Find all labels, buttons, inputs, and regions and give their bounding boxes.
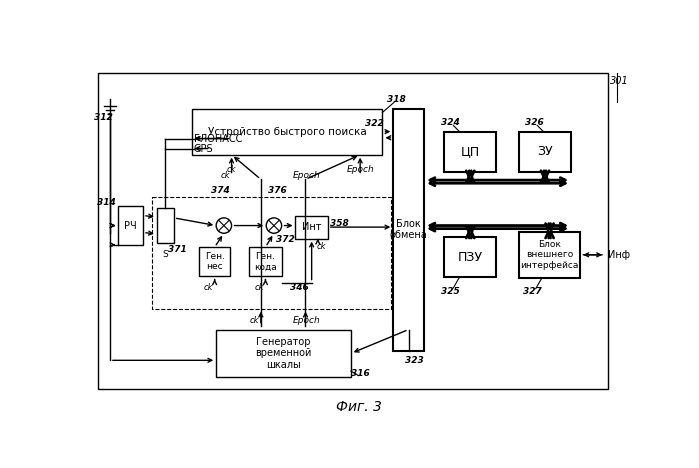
Text: 316: 316 xyxy=(351,369,370,378)
Text: ЗУ: ЗУ xyxy=(537,145,553,158)
Bar xyxy=(444,237,496,277)
Text: 324: 324 xyxy=(441,118,460,127)
Bar xyxy=(192,109,382,155)
Text: 327: 327 xyxy=(524,287,542,296)
Text: GPS: GPS xyxy=(194,144,213,154)
Text: 325: 325 xyxy=(441,286,460,295)
Bar xyxy=(216,329,351,377)
Text: Фиг. 3: Фиг. 3 xyxy=(336,400,382,414)
Text: Инт: Инт xyxy=(302,222,322,232)
Text: 326: 326 xyxy=(525,118,544,127)
Text: 314: 314 xyxy=(97,198,116,207)
Text: ck: ck xyxy=(254,283,264,292)
Text: Epoch: Epoch xyxy=(293,316,321,325)
Text: ck: ck xyxy=(250,316,259,325)
Text: 358: 358 xyxy=(330,219,349,228)
Bar xyxy=(157,208,174,243)
Text: РЧ: РЧ xyxy=(124,220,137,231)
Text: Ген.
нес: Ген. нес xyxy=(205,252,224,271)
Bar xyxy=(118,206,143,245)
Text: Блок
внешнего
интерфейса: Блок внешнего интерфейса xyxy=(520,240,579,270)
Text: 346: 346 xyxy=(290,283,309,292)
Bar xyxy=(296,216,328,239)
Text: 372: 372 xyxy=(276,235,295,244)
Text: S: S xyxy=(162,249,168,258)
Text: ck: ck xyxy=(226,165,236,174)
Text: 374: 374 xyxy=(210,186,229,196)
Text: ck: ck xyxy=(221,171,230,180)
Bar xyxy=(394,109,424,351)
Bar xyxy=(99,73,608,389)
Text: Блок
обмена: Блок обмена xyxy=(390,219,428,240)
Text: Генератор
временной
шкалы: Генератор временной шкалы xyxy=(255,337,311,370)
Text: 312: 312 xyxy=(94,113,113,122)
Text: ЦП: ЦП xyxy=(461,145,480,158)
Text: ГЛОНАСС: ГЛОНАСС xyxy=(194,133,243,144)
Bar xyxy=(519,232,580,278)
Text: Epoch: Epoch xyxy=(293,171,321,180)
Text: 322: 322 xyxy=(366,119,384,128)
Bar xyxy=(152,197,391,309)
Text: ck: ck xyxy=(203,283,213,292)
Text: Инф: Инф xyxy=(608,250,630,260)
Bar xyxy=(250,247,282,277)
Text: ПЗУ: ПЗУ xyxy=(458,251,483,263)
Bar xyxy=(199,247,230,277)
Text: Epoch: Epoch xyxy=(346,165,374,174)
Text: 376: 376 xyxy=(268,186,287,196)
Text: 318: 318 xyxy=(387,95,405,104)
Text: ck: ck xyxy=(316,242,326,251)
Bar xyxy=(444,132,496,172)
Text: 323: 323 xyxy=(405,356,424,365)
Text: Ген.
кода: Ген. кода xyxy=(254,252,277,271)
Text: 371: 371 xyxy=(168,245,187,254)
Text: 301: 301 xyxy=(610,76,628,86)
Text: Устройство быстрого поиска: Устройство быстрого поиска xyxy=(208,127,366,137)
Bar xyxy=(519,132,571,172)
